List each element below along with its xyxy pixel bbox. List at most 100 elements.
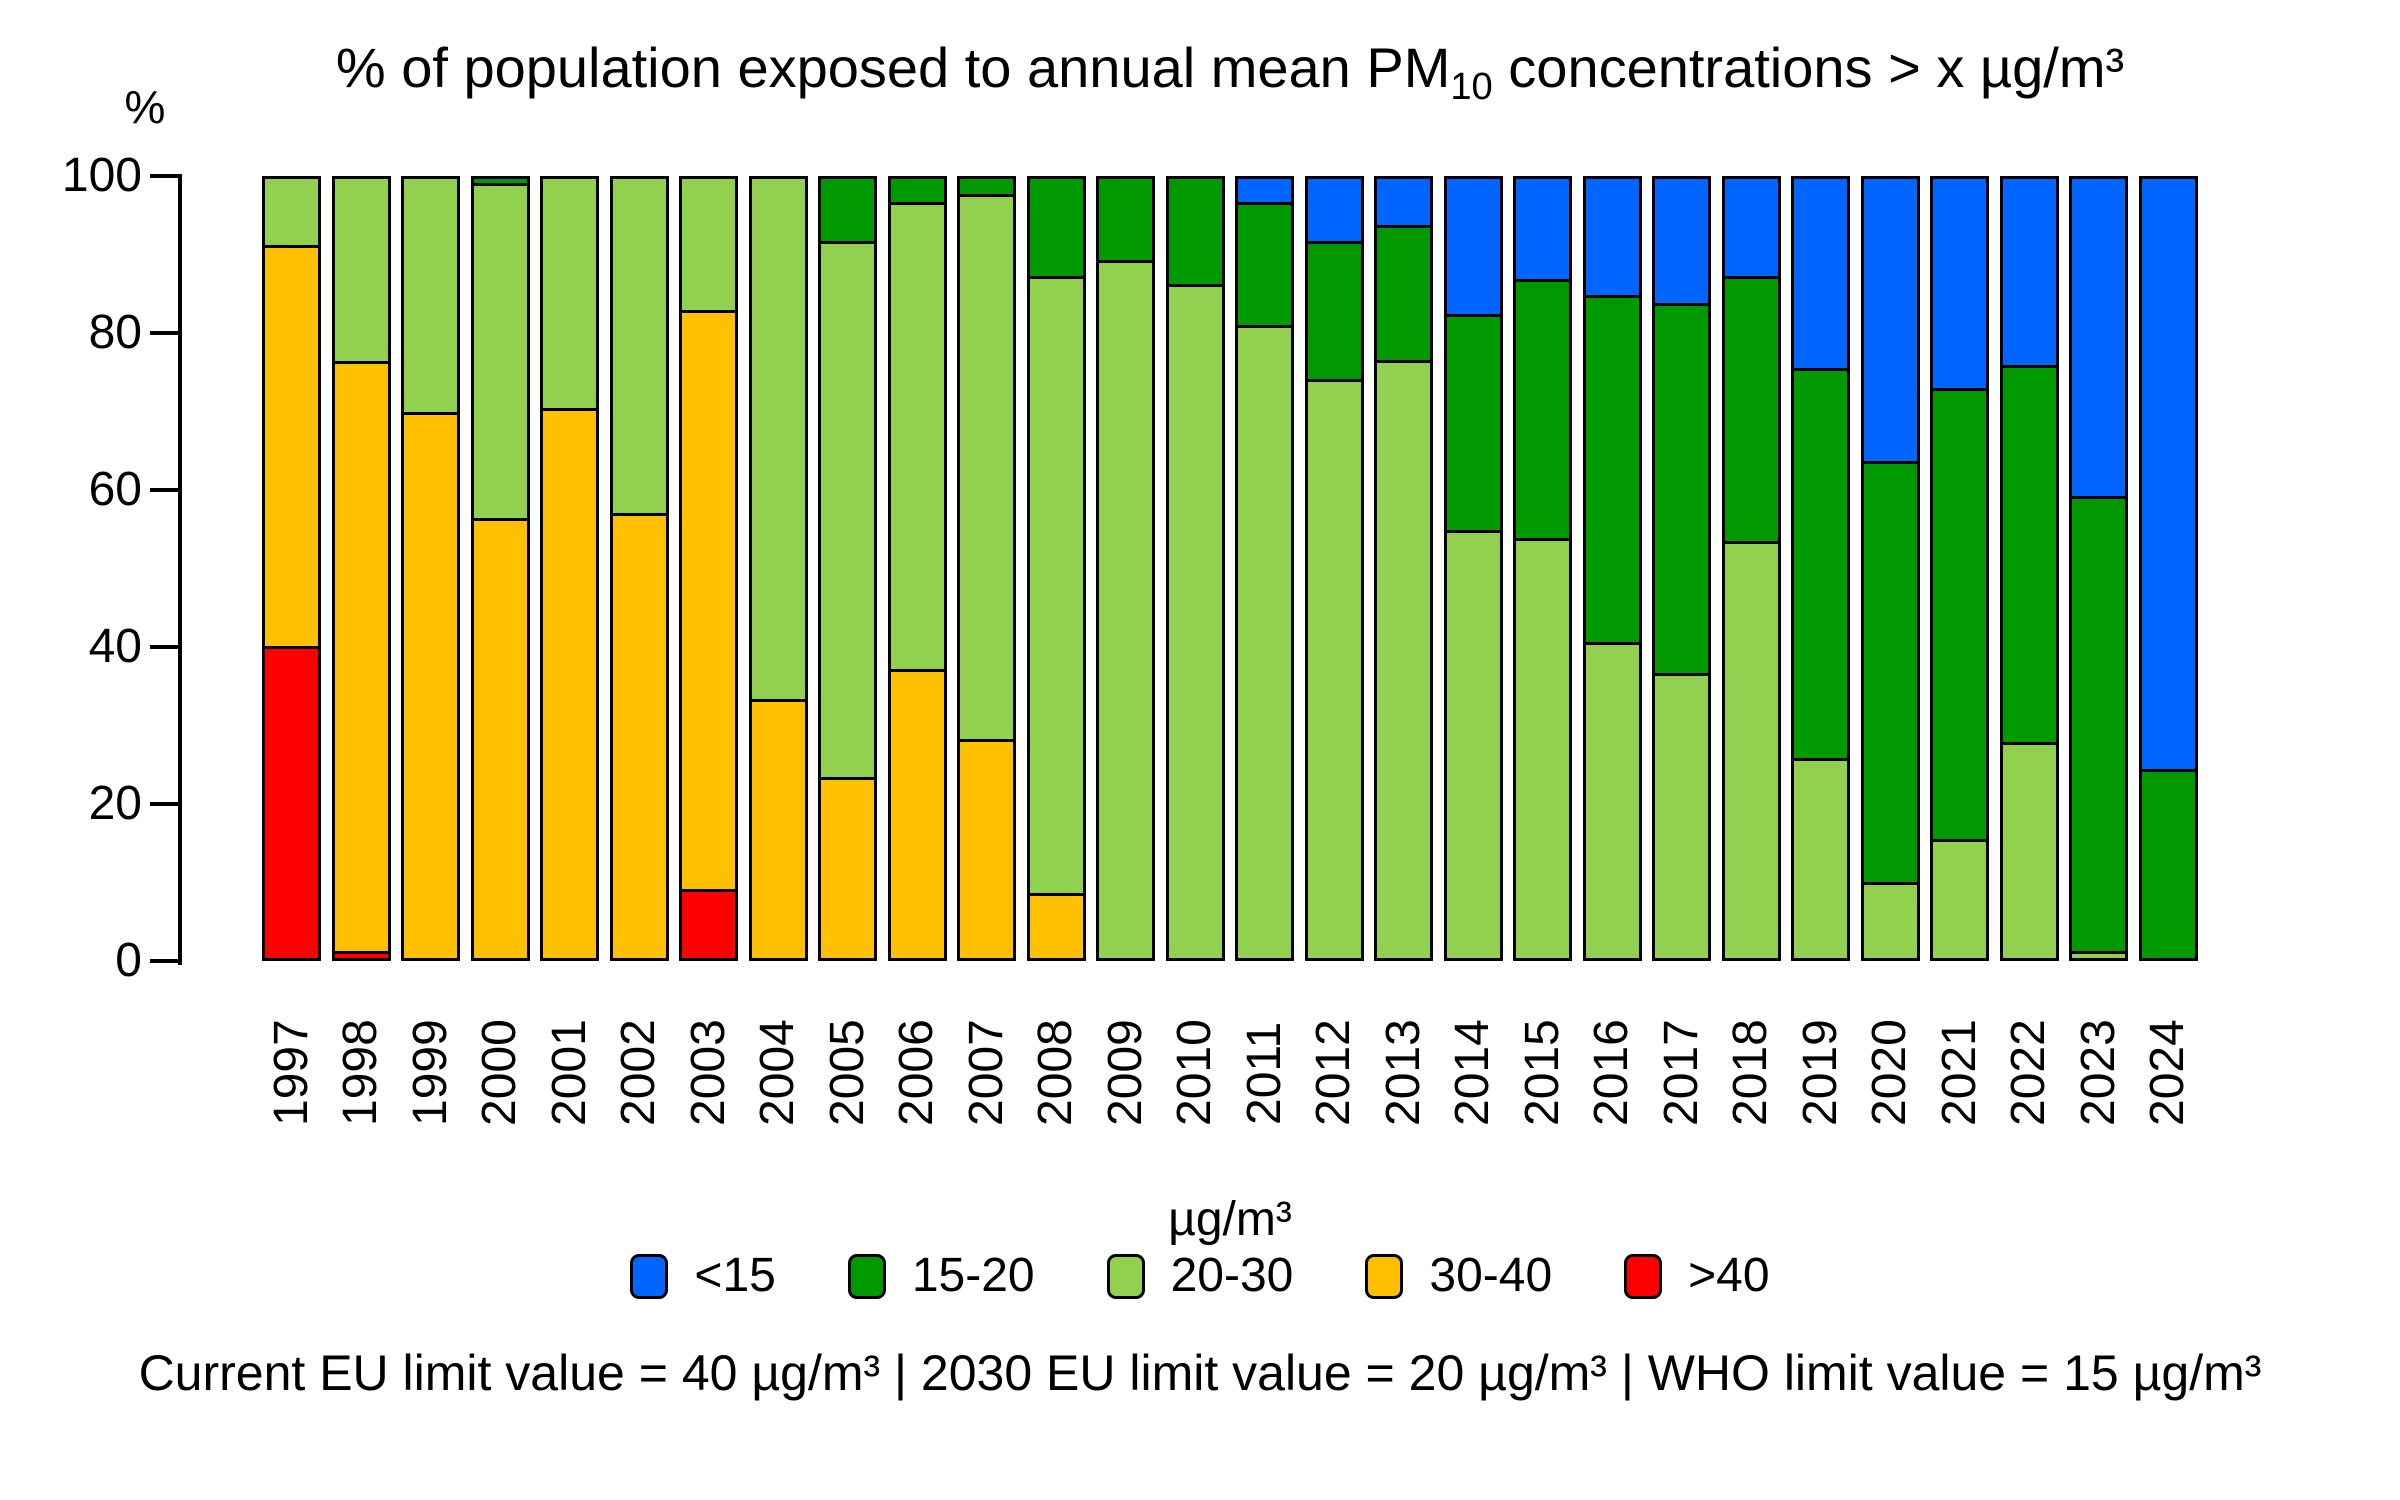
x-axis-year-label-2022: 2022 — [2002, 1019, 2056, 1127]
bar-segment-2010-15-20 — [1168, 179, 1222, 284]
x-axis-year-label-2012: 2012 — [1307, 1019, 1361, 1127]
bar-segment-2019-15-20 — [1794, 368, 1848, 758]
bar-1997 — [262, 176, 322, 961]
bar-segment-2009-20-30 — [1099, 260, 1153, 958]
bar-2003 — [679, 176, 739, 961]
bar-segment-2002-30-40 — [612, 512, 666, 958]
bar-segment-2019-20-30 — [1794, 757, 1848, 958]
legend-label-<15: <15 — [694, 1249, 776, 1302]
legend-swatch-<15 — [630, 1253, 669, 1299]
x-axis-year-label-2003: 2003 — [681, 1019, 735, 1127]
y-axis-tick-label: 40 — [88, 620, 142, 673]
bar-segment-2019-<15 — [1794, 179, 1848, 369]
y-axis-tick-label: 20 — [88, 777, 142, 830]
legend-label-20-30: 20-30 — [1170, 1249, 1294, 1302]
legend-item-15-20: 15-20 — [847, 1252, 1035, 1300]
bar-segment-2009-15-20 — [1099, 179, 1153, 261]
y-axis-tick-label: 100 — [61, 149, 142, 202]
x-axis-year-label-2011: 2011 — [1237, 1021, 1291, 1125]
x-axis-year-label-2007: 2007 — [959, 1019, 1013, 1127]
legend-item->40: >40 — [1624, 1249, 1770, 1302]
x-axis-year-label-2020: 2020 — [1863, 1019, 1917, 1127]
bar-segment-1999-30-40 — [404, 411, 458, 958]
bar-segment-2010-20-30 — [1168, 283, 1222, 958]
legend-label->40: >40 — [1688, 1249, 1770, 1302]
bar-segment-2007-30-40 — [960, 738, 1014, 958]
x-axis-year-label-2018: 2018 — [1724, 1019, 1778, 1127]
bar-segment-2003-20-30 — [682, 179, 736, 311]
bar-segment-2024-15-20 — [2141, 768, 2195, 958]
footnote: Current EU limit value = 40 µg/m³ | 2030… — [138, 1345, 2262, 1401]
y-axis-tick — [150, 331, 180, 335]
bar-segment-2013-20-30 — [1377, 359, 1431, 958]
legend-swatch-15-20 — [847, 1253, 886, 1299]
x-axis-year-label-2023: 2023 — [2071, 1019, 2125, 1127]
y-axis-line — [178, 174, 182, 965]
bar-segment-2015-<15 — [1516, 179, 1570, 280]
bar-2019 — [1791, 176, 1851, 961]
bar-2011 — [1235, 176, 1295, 961]
bar-segment-2016-20-30 — [1585, 641, 1639, 958]
chart-title-suffix: concentrations > x µg/m³ — [1492, 36, 2125, 99]
x-axis-year-label-2001: 2001 — [542, 1019, 596, 1127]
bar-2008 — [1026, 176, 1086, 961]
bar-segment-2023-15-20 — [2072, 495, 2126, 952]
bar-segment-2021-<15 — [1933, 179, 1987, 388]
bar-segment-2018-<15 — [1724, 179, 1778, 276]
bar-segment-2007-20-30 — [960, 194, 1014, 739]
x-axis-year-label-2014: 2014 — [1446, 1019, 1500, 1127]
bar-segment-2015-20-30 — [1516, 537, 1570, 958]
bar-segment-2006-20-30 — [890, 202, 944, 669]
bar-2012 — [1304, 176, 1364, 961]
bar-segment-2005-30-40 — [821, 777, 875, 959]
x-axis-year-label-2006: 2006 — [890, 1019, 944, 1127]
x-axis-year-label-2016: 2016 — [1585, 1019, 1639, 1127]
bar-segment-2012-20-30 — [1307, 379, 1361, 959]
chart-title-text: % of population exposed to annual mean P… — [335, 36, 1451, 99]
bar-segment-2011-20-30 — [1238, 325, 1292, 958]
y-axis-tick-label: 0 — [115, 934, 142, 987]
chart-title-subscript: 10 — [1450, 66, 1493, 109]
bar-segment-2017-<15 — [1655, 179, 1709, 303]
x-axis-year-label-2019: 2019 — [1793, 1019, 1847, 1127]
bar-segment-2021-20-30 — [1933, 839, 1987, 958]
bar-segment-2018-20-30 — [1724, 541, 1778, 958]
x-axis-year-label-1998: 1998 — [334, 1019, 388, 1127]
bar-segment-2016-<15 — [1585, 179, 1639, 295]
bar-2001 — [540, 176, 600, 961]
bar-segment-2011-<15 — [1238, 179, 1292, 203]
bar-segment-2012-15-20 — [1307, 240, 1361, 380]
y-axis-tick-label: 80 — [88, 306, 142, 359]
bar-segment-1999-20-30 — [404, 179, 458, 412]
bar-segment-2022-<15 — [2002, 179, 2056, 365]
bar-segment-2005-15-20 — [821, 179, 875, 241]
bar-2024 — [2138, 176, 2198, 961]
bar-2009 — [1096, 176, 1156, 961]
bar-segment-1997-30-40 — [265, 244, 319, 646]
plot-area — [257, 176, 2203, 961]
bar-2023 — [2069, 176, 2129, 961]
bar-segment-2002-20-30 — [612, 179, 666, 513]
bar-segment-2008-20-30 — [1029, 275, 1083, 894]
legend-swatch-20-30 — [1106, 1253, 1145, 1299]
bar-2007 — [957, 176, 1017, 961]
bar-segment-2020-<15 — [1863, 179, 1917, 462]
bar-segment-1997-20-30 — [265, 179, 319, 245]
bar-2017 — [1652, 176, 1712, 961]
bar-1999 — [401, 176, 461, 961]
x-axis-year-label-2017: 2017 — [1654, 1019, 1708, 1127]
y-axis-tick — [150, 959, 180, 963]
legend-item-<15: <15 — [630, 1249, 776, 1302]
x-axis-year-label-2015: 2015 — [1515, 1019, 1569, 1127]
bar-segment-2014-20-30 — [1446, 529, 1500, 959]
bar-segment-2023-<15 — [2072, 179, 2126, 496]
y-axis-tick — [150, 802, 180, 806]
bar-segment-2000-15-20 — [473, 179, 527, 183]
legend-item-20-30: 20-30 — [1106, 1249, 1294, 1302]
bar-2004 — [748, 176, 808, 961]
bar-2016 — [1582, 176, 1642, 961]
bar-segment-1997->40 — [265, 645, 319, 958]
x-axis-year-label-2004: 2004 — [751, 1019, 805, 1127]
x-axis-year-label-1997: 1997 — [264, 1019, 318, 1127]
